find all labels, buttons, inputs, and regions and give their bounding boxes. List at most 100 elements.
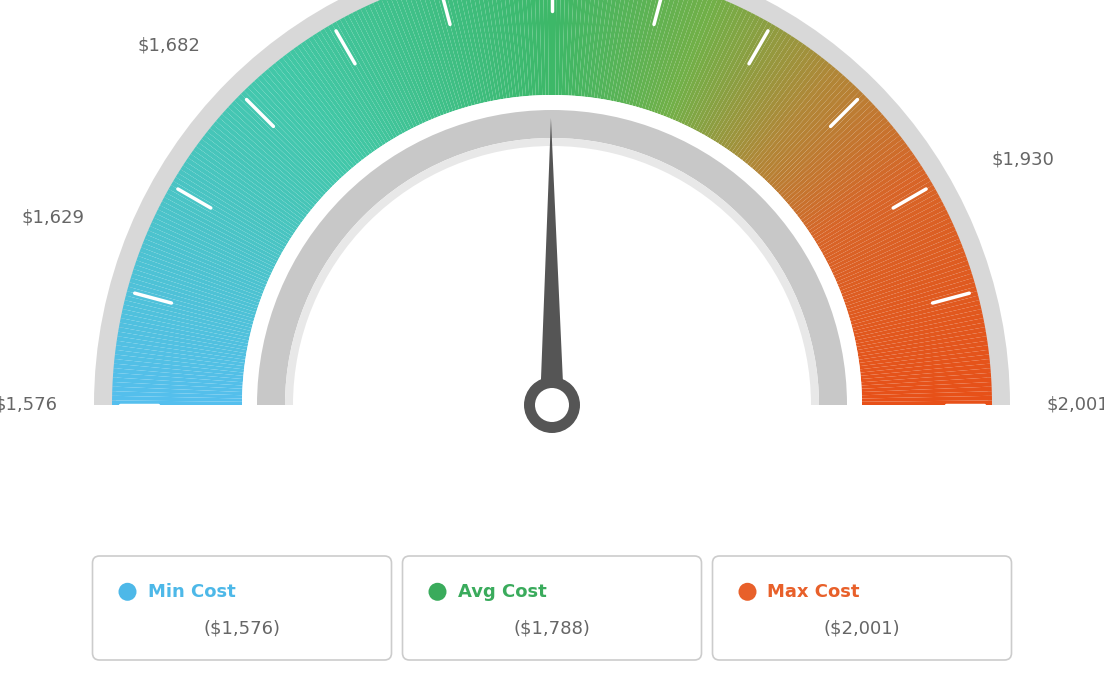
Wedge shape: [294, 46, 372, 154]
Wedge shape: [861, 382, 991, 392]
Wedge shape: [204, 132, 309, 215]
Wedge shape: [619, 0, 652, 104]
Circle shape: [524, 377, 580, 433]
Wedge shape: [757, 75, 847, 175]
Wedge shape: [721, 36, 796, 147]
Wedge shape: [120, 313, 248, 344]
Wedge shape: [800, 143, 907, 223]
Wedge shape: [137, 256, 261, 303]
FancyBboxPatch shape: [93, 556, 392, 660]
Wedge shape: [301, 41, 378, 150]
Wedge shape: [832, 217, 952, 276]
Wedge shape: [286, 52, 368, 158]
Wedge shape: [604, 0, 630, 100]
Wedge shape: [834, 222, 954, 279]
Wedge shape: [853, 300, 980, 334]
Wedge shape: [732, 46, 810, 154]
Wedge shape: [148, 226, 268, 282]
Wedge shape: [669, 0, 722, 119]
Wedge shape: [399, 0, 447, 115]
Wedge shape: [710, 26, 779, 140]
Wedge shape: [861, 377, 991, 388]
Wedge shape: [425, 0, 466, 108]
Wedge shape: [848, 273, 974, 315]
Wedge shape: [114, 368, 243, 382]
Wedge shape: [577, 0, 594, 97]
Wedge shape: [538, 0, 545, 95]
Wedge shape: [225, 107, 323, 197]
Wedge shape: [827, 201, 944, 264]
Wedge shape: [842, 252, 966, 300]
Wedge shape: [210, 124, 314, 210]
Wedge shape: [308, 36, 383, 147]
Wedge shape: [548, 0, 552, 95]
Wedge shape: [816, 173, 928, 244]
Wedge shape: [575, 0, 588, 96]
Wedge shape: [113, 373, 243, 386]
Wedge shape: [169, 185, 284, 253]
Wedge shape: [261, 72, 350, 172]
Wedge shape: [283, 55, 364, 160]
Wedge shape: [336, 19, 403, 135]
Wedge shape: [132, 269, 257, 313]
Wedge shape: [860, 355, 989, 373]
Wedge shape: [788, 121, 891, 208]
Circle shape: [535, 388, 569, 422]
Wedge shape: [344, 15, 408, 132]
Wedge shape: [843, 256, 967, 303]
Wedge shape: [819, 181, 933, 250]
Wedge shape: [799, 139, 905, 220]
Wedge shape: [128, 282, 254, 322]
Wedge shape: [797, 135, 902, 217]
Wedge shape: [795, 132, 900, 215]
Wedge shape: [850, 282, 976, 322]
Wedge shape: [373, 1, 428, 122]
Wedge shape: [825, 197, 942, 262]
Wedge shape: [167, 189, 282, 256]
Text: $1,930: $1,930: [991, 150, 1054, 168]
Wedge shape: [764, 84, 857, 181]
Wedge shape: [275, 60, 360, 164]
Wedge shape: [820, 185, 935, 253]
Text: $2,001: $2,001: [1047, 396, 1104, 414]
Wedge shape: [484, 0, 507, 99]
Wedge shape: [856, 313, 984, 344]
Wedge shape: [352, 11, 414, 129]
Wedge shape: [340, 17, 405, 133]
Wedge shape: [696, 15, 760, 132]
Wedge shape: [672, 0, 726, 121]
Wedge shape: [147, 230, 267, 285]
Wedge shape: [862, 386, 991, 395]
Wedge shape: [234, 97, 330, 190]
Wedge shape: [845, 260, 969, 306]
Wedge shape: [860, 350, 989, 369]
Wedge shape: [729, 43, 807, 152]
Wedge shape: [736, 52, 818, 158]
Wedge shape: [660, 0, 710, 116]
Text: Min Cost: Min Cost: [148, 583, 235, 601]
Wedge shape: [707, 24, 776, 138]
Wedge shape: [726, 41, 803, 150]
Wedge shape: [197, 143, 304, 223]
Wedge shape: [744, 60, 829, 164]
Wedge shape: [178, 169, 290, 241]
Wedge shape: [862, 391, 991, 399]
Wedge shape: [552, 0, 556, 95]
Wedge shape: [141, 243, 264, 294]
Wedge shape: [116, 345, 245, 366]
Wedge shape: [357, 9, 417, 128]
Wedge shape: [657, 0, 705, 115]
Wedge shape: [348, 13, 412, 130]
Wedge shape: [681, 5, 740, 124]
Wedge shape: [783, 110, 882, 200]
Wedge shape: [858, 332, 987, 357]
Wedge shape: [390, 0, 440, 117]
Wedge shape: [297, 43, 375, 152]
Wedge shape: [180, 166, 293, 239]
Circle shape: [739, 583, 756, 601]
Wedge shape: [231, 101, 328, 193]
Wedge shape: [278, 57, 362, 162]
Wedge shape: [641, 0, 683, 109]
Wedge shape: [171, 181, 285, 250]
Wedge shape: [361, 7, 420, 126]
